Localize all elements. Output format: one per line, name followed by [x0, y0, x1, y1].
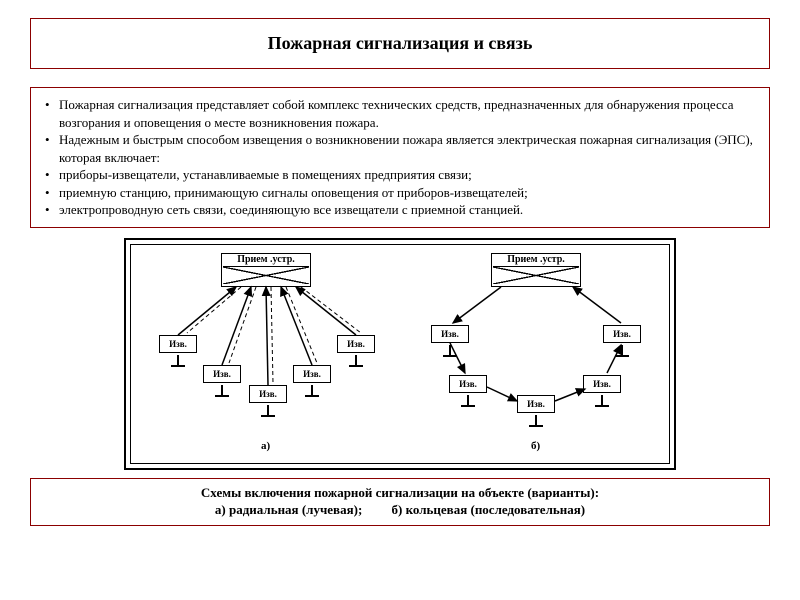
title-box: Пожарная сигнализация и связь [30, 18, 770, 69]
diagram-wires [131, 245, 669, 463]
sensor-node: Изв. [517, 395, 555, 413]
bullet-item: приборы-извещатели, устанавливаемые в по… [41, 166, 755, 184]
diagram-outer-border: Прием .устр. Изв. Изв. Изв. Изв. Изв. а)… [124, 238, 676, 470]
receiver-label: Прием .устр. [507, 255, 565, 265]
bullet-item: Надежным и быстрым способом извещения о … [41, 131, 755, 166]
receiver-xbox [493, 266, 579, 284]
ground-icon [267, 405, 269, 415]
bullet-item: Пожарная сигнализация представляет собой… [41, 96, 755, 131]
description-box: Пожарная сигнализация представляет собой… [30, 87, 770, 228]
caption-line1: Схемы включения пожарной сигнализации на… [41, 485, 759, 502]
sensor-node: Изв. [293, 365, 331, 383]
bullet-list: Пожарная сигнализация представляет собой… [41, 96, 755, 219]
sensor-node: Изв. [337, 335, 375, 353]
ground-icon [535, 415, 537, 425]
ground-icon [355, 355, 357, 365]
bullet-item: электропроводную сеть связи, соединяющую… [41, 201, 755, 219]
bullet-item: приемную станцию, принимающую сигналы оп… [41, 184, 755, 202]
sensor-node: Изв. [583, 375, 621, 393]
diagram-label-b: б) [531, 440, 540, 452]
diagram: Прием .устр. Изв. Изв. Изв. Изв. Изв. а)… [130, 244, 670, 464]
sensor-node: Изв. [449, 375, 487, 393]
sensor-node: Изв. [159, 335, 197, 353]
ground-icon [177, 355, 179, 365]
ground-icon [467, 395, 469, 405]
caption-line2: а) радиальная (лучевая); б) кольцевая (п… [41, 502, 759, 519]
receiver-node-a: Прием .устр. [221, 253, 311, 287]
ground-icon [449, 345, 451, 355]
receiver-node-b: Прием .устр. [491, 253, 581, 287]
receiver-xbox [223, 266, 309, 284]
ground-icon [621, 345, 623, 355]
ground-icon [221, 385, 223, 395]
receiver-label: Прием .устр. [237, 255, 295, 265]
ground-icon [601, 395, 603, 405]
page-title: Пожарная сигнализация и связь [41, 33, 759, 54]
sensor-node: Изв. [203, 365, 241, 383]
diagram-label-a: а) [261, 440, 270, 452]
diagram-container: Прием .устр. Изв. Изв. Изв. Изв. Изв. а)… [30, 238, 770, 470]
sensor-node: Изв. [603, 325, 641, 343]
ground-icon [311, 385, 313, 395]
sensor-node: Изв. [249, 385, 287, 403]
caption-box: Схемы включения пожарной сигнализации на… [30, 478, 770, 526]
sensor-node: Изв. [431, 325, 469, 343]
